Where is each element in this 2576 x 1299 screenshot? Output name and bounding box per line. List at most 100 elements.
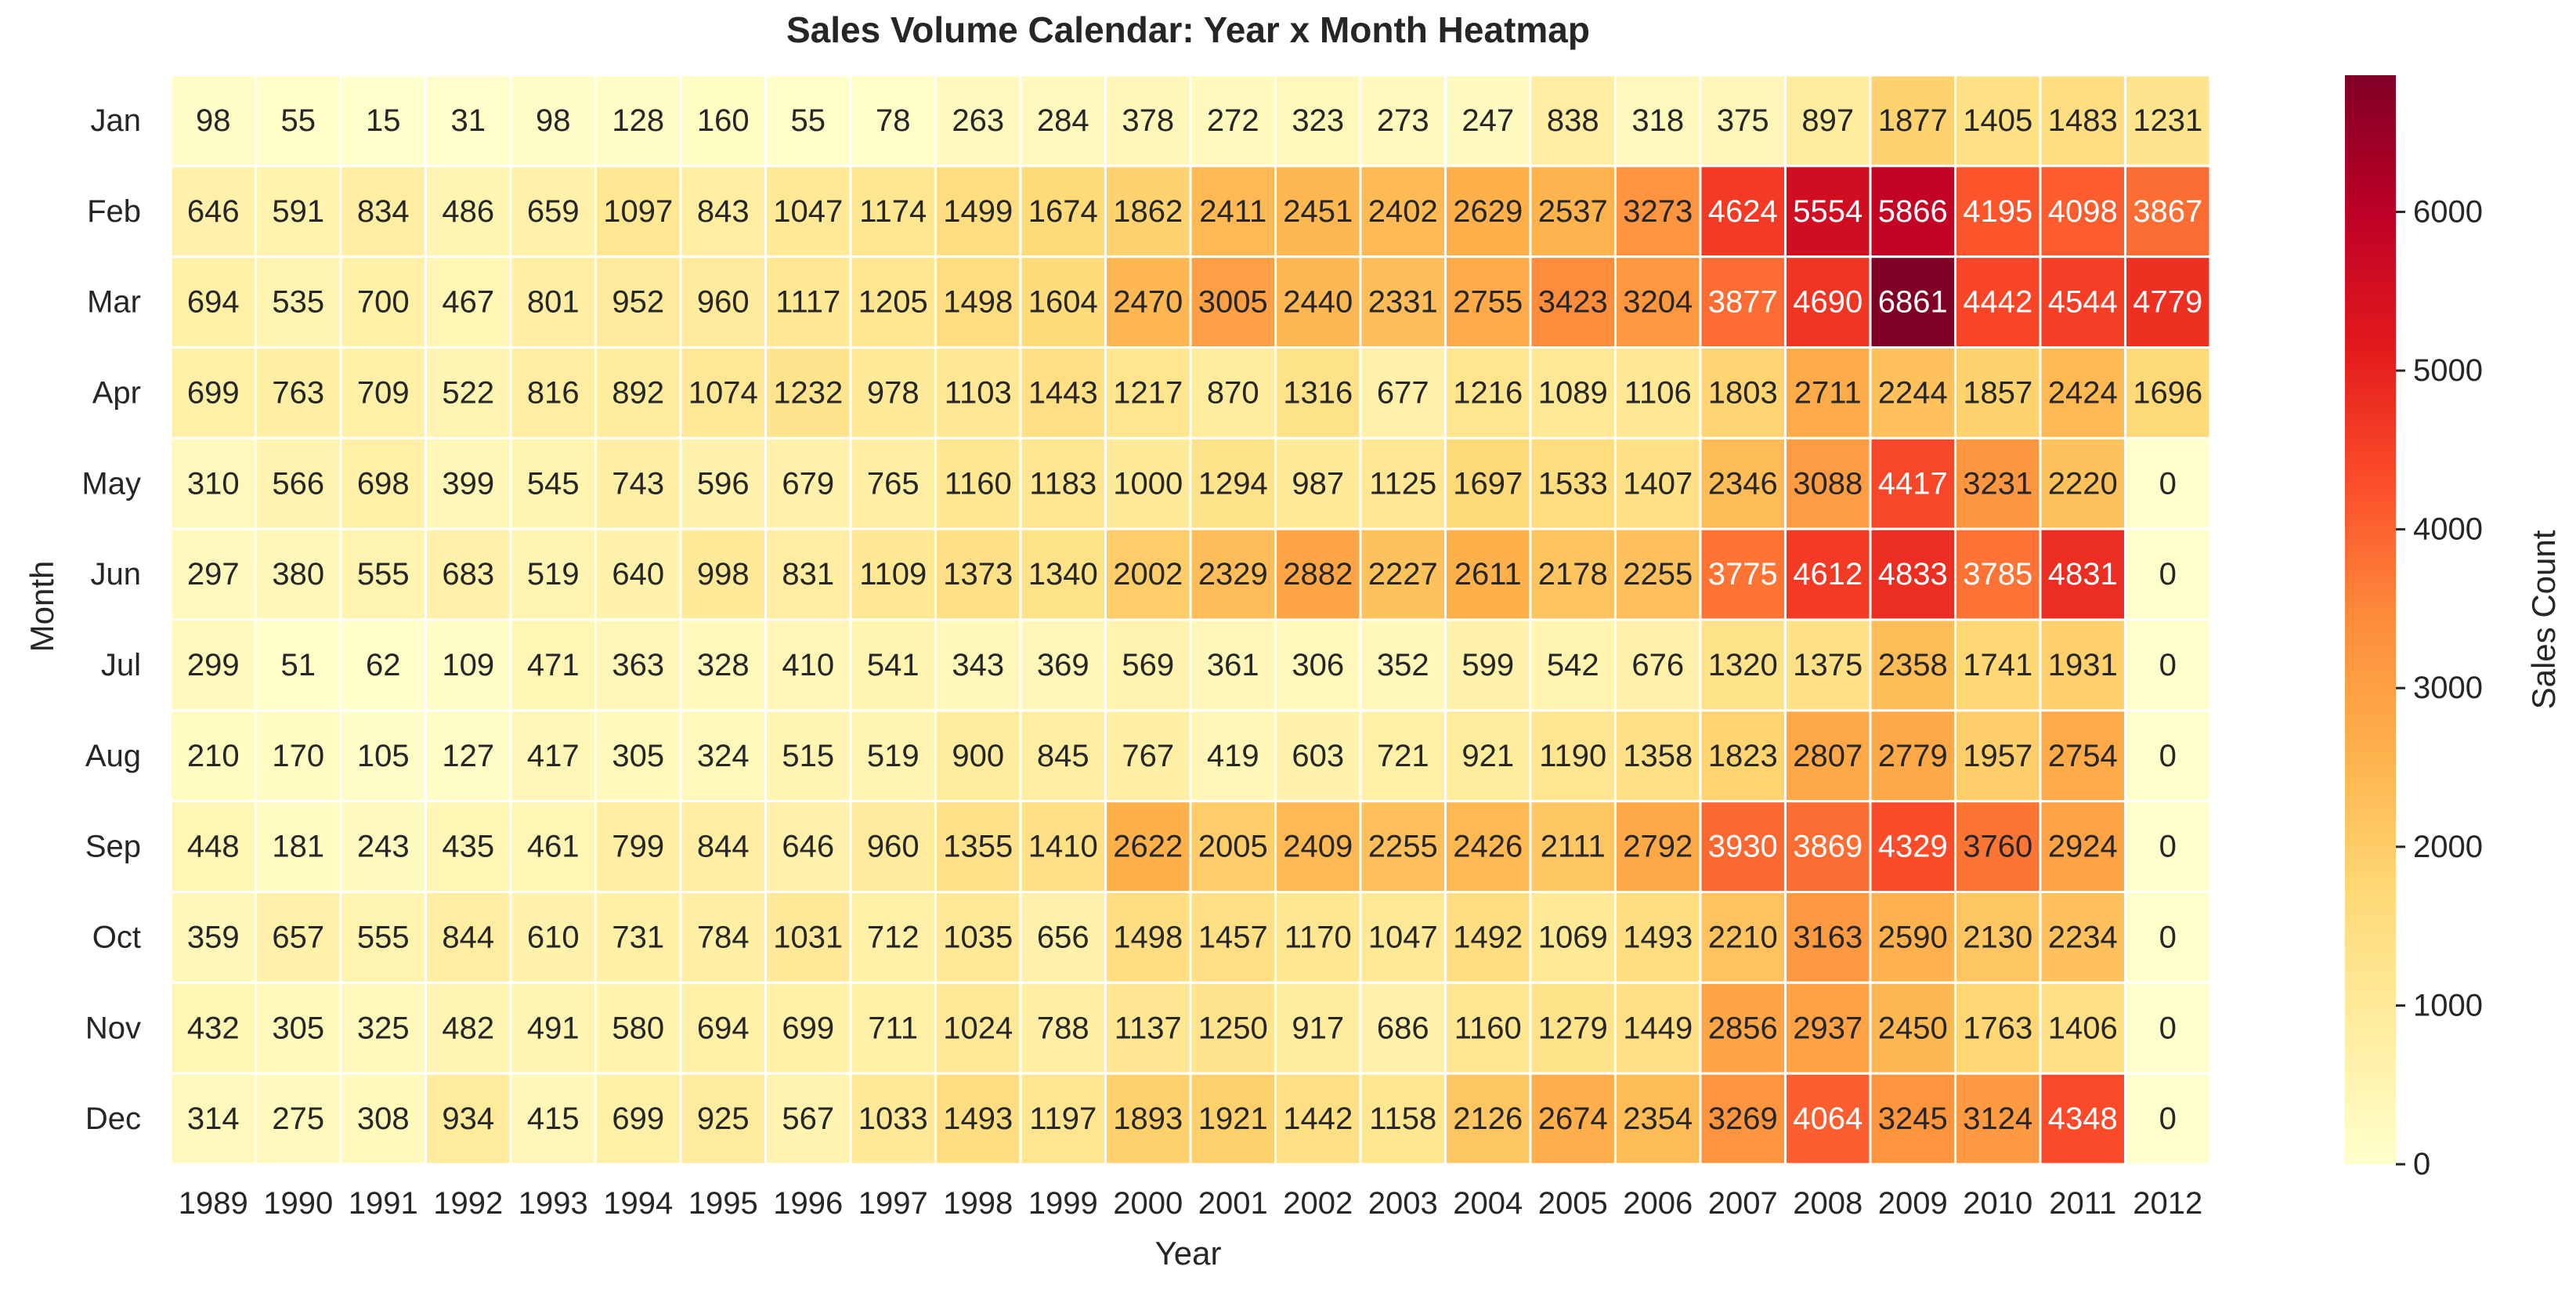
cell-value-label: 1047 — [773, 194, 843, 229]
cell-value-label: 569 — [1122, 648, 1174, 682]
cell-value-label: 299 — [187, 648, 240, 682]
heatmap-cell — [1104, 1072, 1192, 1166]
heatmap-cell — [849, 346, 937, 440]
cell-value-label: 375 — [1717, 103, 1769, 138]
heatmap-cell — [1274, 709, 1362, 803]
cell-value-label: 3760 — [1963, 830, 2032, 864]
heatmap-cell — [679, 436, 767, 530]
heatmap-cell — [679, 527, 767, 621]
cell-value-label: 1250 — [1198, 1011, 1268, 1045]
cell-value-label: 62 — [366, 648, 401, 682]
cell-value-label: 128 — [612, 103, 664, 138]
heatmap-cell — [849, 527, 937, 621]
cell-value-label: 2244 — [1878, 375, 1948, 410]
heatmap-cell — [1019, 891, 1107, 984]
cell-value-label: 845 — [1037, 739, 1089, 773]
y-tick-label: Jun — [91, 557, 142, 592]
x-tick-label: 2006 — [1623, 1186, 1693, 1221]
heatmap-cell — [1784, 1072, 1872, 1166]
cell-value-label: 1117 — [775, 285, 840, 320]
heatmap-cell — [934, 1072, 1022, 1166]
cell-value-label: 998 — [697, 557, 750, 592]
cell-value-label: 181 — [272, 830, 324, 864]
cell-value-label: 1763 — [1963, 1011, 2032, 1045]
cell-value-label: 3423 — [1538, 285, 1608, 320]
heatmap-cell — [169, 527, 257, 621]
cell-value-label: 2234 — [2048, 920, 2118, 954]
cell-value-label: 247 — [1461, 103, 1514, 138]
cell-value-label: 700 — [357, 285, 410, 320]
heatmap-cell — [1444, 618, 1532, 712]
heatmap-cell — [1699, 527, 1787, 621]
x-tick-label: 1998 — [943, 1186, 1013, 1221]
cell-value-label: 2779 — [1878, 739, 1948, 773]
cell-value-label: 566 — [272, 466, 324, 501]
heatmap-cell — [509, 891, 597, 984]
cell-value-label: 712 — [867, 920, 919, 954]
cell-value-label: 467 — [442, 285, 494, 320]
cell-value-label: 419 — [1207, 739, 1259, 773]
cell-value-label: 1316 — [1283, 375, 1353, 410]
cell-value-label: 435 — [442, 830, 494, 864]
cell-value-label: 1492 — [1453, 920, 1523, 954]
heatmap-cell — [1869, 74, 1956, 168]
heatmap-cell — [934, 709, 1022, 803]
cell-value-label: 2674 — [1538, 1102, 1608, 1136]
cell-value-label: 1160 — [945, 466, 1012, 501]
x-tick-label: 1996 — [773, 1186, 843, 1221]
heatmap-cell — [339, 1072, 427, 1166]
cell-value-label: 325 — [357, 1011, 410, 1045]
heatmap-cell — [1784, 709, 1872, 803]
cell-value-label: 2111 — [1541, 830, 1606, 864]
cell-value-label: 359 — [187, 920, 240, 954]
heatmap-cell — [509, 255, 597, 349]
cell-value-label: 2331 — [1368, 285, 1438, 320]
x-tick-label: 2009 — [1878, 1186, 1948, 1221]
heatmap-cell — [1189, 891, 1277, 984]
cell-value-label: 925 — [697, 1102, 750, 1136]
heatmap-cell — [1614, 74, 1702, 168]
cell-value-label: 2255 — [1368, 830, 1438, 864]
cell-value-label: 1877 — [1878, 103, 1948, 138]
cell-value-label: 542 — [1547, 648, 1599, 682]
x-tick-label: 2004 — [1453, 1186, 1523, 1221]
cell-value-label: 1407 — [1623, 466, 1693, 501]
heatmap-cell — [1529, 74, 1617, 168]
cell-value-label: 1279 — [1538, 1011, 1608, 1045]
cell-value-label: 1483 — [2048, 103, 2118, 138]
heatmap-cell — [1189, 255, 1277, 349]
cell-value-label: 0 — [2159, 739, 2177, 773]
cell-value-label: 1125 — [1369, 466, 1436, 501]
heatmap-cell — [594, 346, 682, 440]
heatmap-cell — [1614, 618, 1702, 712]
cell-value-label: 306 — [1292, 648, 1344, 682]
heatmap-cell — [339, 436, 427, 530]
cell-value-label: 55 — [281, 103, 316, 138]
heatmap-cell — [764, 709, 852, 803]
cell-value-label: 6861 — [1878, 285, 1948, 320]
x-tick-label: 2001 — [1198, 1186, 1268, 1221]
heatmap-cell — [934, 981, 1022, 1075]
heatmap-cell — [339, 346, 427, 440]
heatmap-cell — [1529, 346, 1617, 440]
cell-value-label: 519 — [527, 557, 580, 592]
cell-value-label: 461 — [527, 830, 580, 864]
cell-value-label: 0 — [2159, 648, 2177, 682]
heatmap-cell — [509, 709, 597, 803]
cell-value-label: 1857 — [1963, 375, 2032, 410]
cell-value-label: 1921 — [1198, 1102, 1268, 1136]
x-tick-label: 2003 — [1368, 1186, 1438, 1221]
heatmap-cell — [1274, 74, 1362, 168]
cell-value-label: 596 — [697, 466, 750, 501]
cell-value-label: 1533 — [1538, 466, 1608, 501]
cell-value-label: 1498 — [1113, 920, 1183, 954]
heatmap-cell — [1444, 800, 1532, 893]
cell-value-label: 3775 — [1708, 557, 1778, 592]
cell-value-label: 2227 — [1368, 557, 1438, 592]
chart-title: Sales Volume Calendar: Year x Month Heat… — [786, 9, 1590, 50]
cell-value-label: 170 — [272, 739, 324, 773]
cell-value-label: 801 — [527, 285, 580, 320]
heatmap-cells — [169, 74, 2212, 1166]
cell-value-label: 2358 — [1878, 648, 1948, 682]
cell-value-label: 1862 — [1113, 194, 1183, 229]
